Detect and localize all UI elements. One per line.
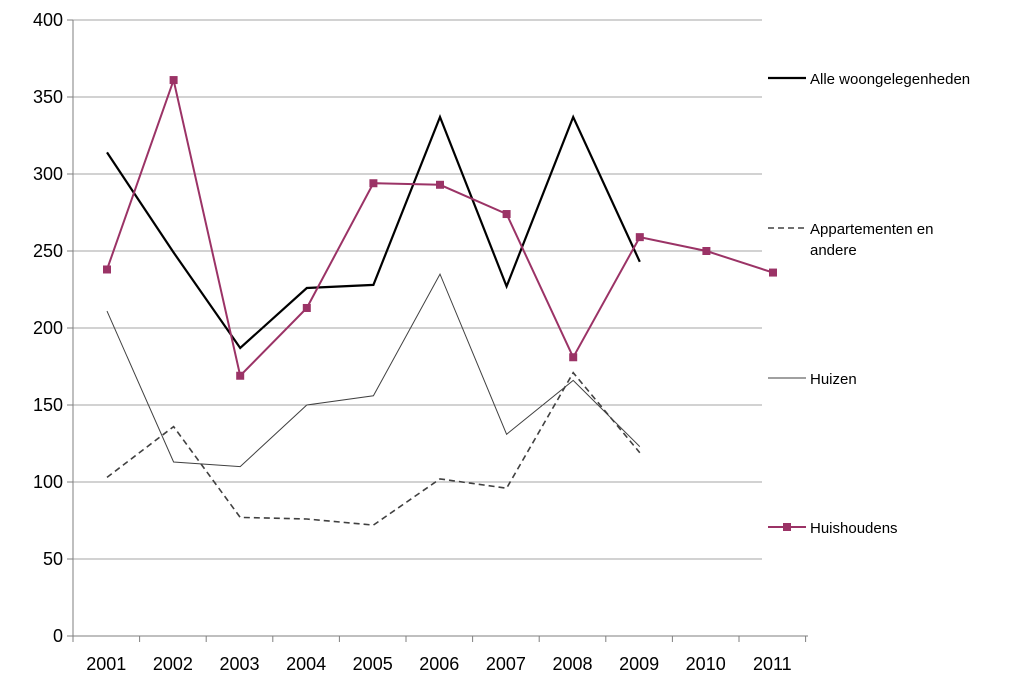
y-tick-label: 200 — [33, 318, 63, 338]
series-line-alle-woongelegenheden — [106, 114, 641, 350]
x-tick-label: 2006 — [419, 654, 459, 674]
data-point-huishoudens — [702, 247, 711, 255]
x-tick-label: 2002 — [153, 654, 193, 674]
data-point-huishoudens — [236, 371, 245, 380]
gridlines — [73, 19, 762, 560]
data-point-huishoudens — [436, 180, 444, 189]
x-tick-label: 2009 — [619, 654, 659, 674]
y-tick-label: 400 — [33, 10, 63, 30]
data-point-huishoudens — [103, 265, 111, 274]
legend-label: andere — [810, 242, 857, 259]
x-tick-label: 2004 — [286, 654, 326, 674]
data-point-huishoudens — [635, 233, 644, 242]
x-tick-label: 2011 — [753, 654, 792, 674]
y-tick-label: 350 — [33, 87, 63, 107]
x-tick-label: 2003 — [219, 654, 259, 674]
data-point-huishoudens — [569, 353, 578, 362]
x-tick-label: 2008 — [552, 654, 592, 674]
data-point-huishoudens — [502, 210, 511, 219]
x-tick-label: 2005 — [353, 654, 393, 674]
series-line-appartementen-en-andere — [106, 371, 641, 526]
legend-label: Huizen — [810, 371, 857, 388]
x-tick-label: 2001 — [86, 654, 126, 674]
legend-marker — [783, 523, 791, 531]
data-point-huishoudens — [769, 268, 777, 277]
series-line-huishoudens — [106, 76, 774, 378]
series-lines — [103, 76, 777, 526]
legend-label: Appartementen en — [810, 221, 933, 238]
y-tick-label: 0 — [53, 626, 63, 646]
axes — [67, 19, 808, 642]
y-tick-label: 300 — [33, 164, 63, 184]
x-tick-label: 2010 — [686, 654, 726, 674]
y-tick-label: 150 — [33, 395, 63, 415]
legend-label: Alle woongelegenheden — [810, 71, 970, 88]
series-line-huizen — [106, 272, 641, 468]
data-point-huishoudens — [302, 303, 311, 312]
y-tick-label: 250 — [33, 241, 63, 261]
x-tick-label: 2007 — [486, 654, 526, 674]
legend-label: Huishoudens — [810, 520, 898, 537]
y-tick-label: 50 — [43, 549, 63, 569]
legend: Alle woongelegenheden Appartementen en and… — [768, 71, 970, 537]
x-axis-ticks: 2001 2002 2003 2004 2005 2006 2007 2008 2009 2010… — [86, 654, 791, 674]
y-tick-label: 100 — [33, 472, 63, 492]
y-axis-ticks: 0 50 100 150 200 250 300 350 400 — [33, 10, 63, 646]
data-point-huishoudens — [169, 76, 178, 85]
data-point-huishoudens — [369, 179, 378, 188]
